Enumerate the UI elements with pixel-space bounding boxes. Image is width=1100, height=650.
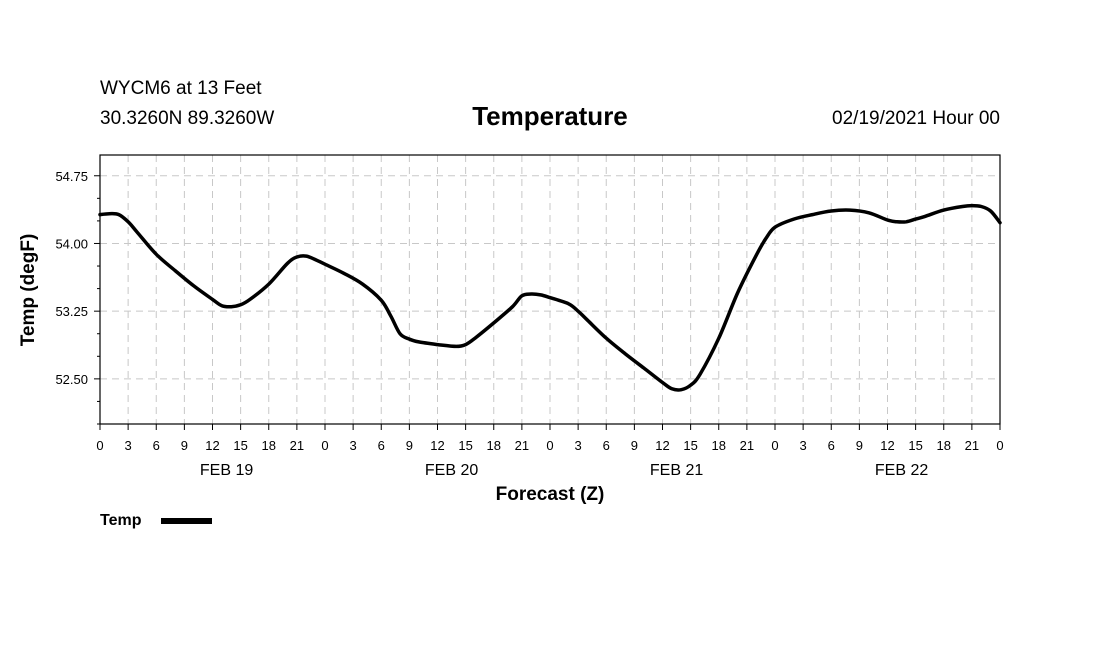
x-tick-label: 18 (262, 438, 276, 453)
x-tick-label: 0 (546, 438, 553, 453)
legend-label-temp: Temp (100, 512, 142, 529)
day-label: FEB 22 (875, 462, 928, 479)
x-tick-label: 18 (487, 438, 501, 453)
grid-lines (100, 155, 1000, 424)
x-tick-label: 0 (996, 438, 1003, 453)
series-line-temp (98, 203, 1002, 392)
x-tick-label: 12 (655, 438, 669, 453)
y-tick-label: 52.50 (55, 372, 88, 387)
station-label: WYCM6 at 13 Feet (100, 78, 262, 99)
x-tick-label: 12 (205, 438, 219, 453)
x-tick-label: 3 (575, 438, 582, 453)
x-tick-label: 21 (515, 438, 529, 453)
x-tick-label: 9 (631, 438, 638, 453)
x-tick-label: 3 (800, 438, 807, 453)
y-tick-label: 54.75 (55, 169, 88, 184)
x-tick-label: 12 (880, 438, 894, 453)
x-axis-label: Forecast (Z) (496, 484, 605, 505)
x-tick-label: 18 (937, 438, 951, 453)
x-tick-label: 6 (153, 438, 160, 453)
y-axis: 52.50 53.25 54.00 54.75 (55, 169, 100, 425)
day-label: FEB 21 (650, 462, 703, 479)
x-tick-label: 9 (181, 438, 188, 453)
x-tick-label: 6 (828, 438, 835, 453)
x-tick-label: 9 (406, 438, 413, 453)
x-tick-label: 3 (350, 438, 357, 453)
x-tick-label: 21 (740, 438, 754, 453)
x-tick-label: 21 (965, 438, 979, 453)
x-tick-label: 15 (458, 438, 472, 453)
x-tick-label: 6 (378, 438, 385, 453)
x-tick-label: 21 (290, 438, 304, 453)
x-tick-label: 15 (908, 438, 922, 453)
series-layer (98, 203, 1002, 392)
coords-label: 30.3260N 89.3260W (100, 108, 274, 129)
y-tick-label: 54.00 (55, 236, 88, 251)
x-tick-label: 18 (712, 438, 726, 453)
issued-time: 02/19/2021 Hour 00 (832, 108, 1000, 129)
chart-title: Temperature (472, 101, 628, 131)
x-tick-label: 15 (233, 438, 247, 453)
day-label: FEB 20 (425, 462, 478, 479)
x-tick-label: 0 (96, 438, 103, 453)
x-axis: 0 3 6 9 12 15 18 21 0 3 6 9 12 15 18 21 0 3 6 9 12 15 18 21 0 3 6 9… (96, 424, 1004, 479)
x-tick-label: 9 (856, 438, 863, 453)
x-tick-label: 6 (603, 438, 610, 453)
y-axis-label: Temp (degF) (18, 234, 39, 347)
x-tick-label: 0 (771, 438, 778, 453)
y-tick-label: 53.25 (55, 304, 88, 319)
legend: Temp (100, 512, 212, 529)
x-tick-label: 12 (430, 438, 444, 453)
x-tick-label: 0 (321, 438, 328, 453)
x-tick-label: 3 (125, 438, 132, 453)
day-label: FEB 19 (200, 462, 253, 479)
x-tick-label: 15 (683, 438, 697, 453)
